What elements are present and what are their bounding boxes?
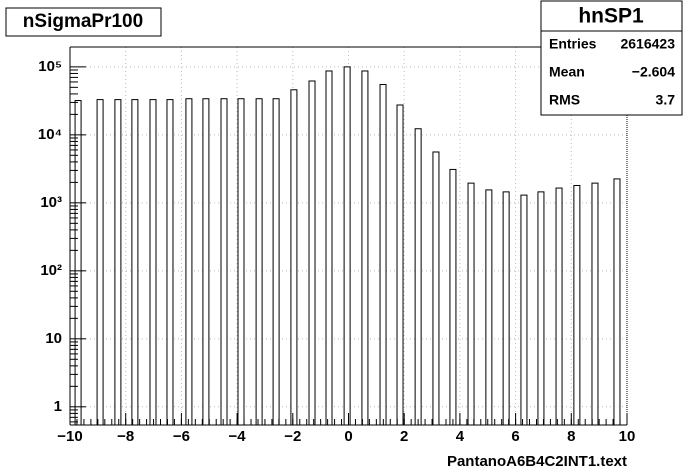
bar	[467, 182, 475, 426]
bar	[290, 89, 298, 426]
bar	[74, 100, 82, 426]
stats-value: −2.604	[632, 64, 675, 80]
stats-label: RMS	[549, 92, 580, 108]
stats-box: hnSP1 Entries 2616423 Mean −2.604 RMS 3.7	[540, 0, 683, 116]
stats-title: hnSP1	[578, 5, 644, 28]
stats-value: 2616423	[620, 36, 675, 52]
y-tick-label: 10²	[40, 262, 62, 279]
y-tick-label: 10³	[40, 194, 62, 211]
bar	[361, 70, 369, 426]
bar	[379, 84, 387, 426]
y-tick-label: 10	[45, 330, 62, 347]
bar	[114, 99, 122, 426]
bar	[573, 184, 581, 426]
bar	[520, 194, 528, 426]
x-tick-label: 6	[511, 428, 519, 445]
stats-frame	[540, 0, 683, 116]
bar	[185, 98, 193, 426]
bar	[255, 98, 263, 426]
bar	[343, 66, 351, 426]
bar	[131, 99, 139, 426]
bar	[591, 182, 599, 426]
bar	[502, 191, 510, 426]
stats-label: Mean	[549, 64, 585, 80]
y-tick-label: 1	[54, 398, 62, 415]
x-tick-label: 10	[619, 428, 636, 445]
bar	[149, 99, 157, 426]
bar	[432, 151, 440, 426]
bar	[308, 80, 316, 426]
x-tick-label: −8	[117, 428, 134, 445]
bar	[537, 191, 545, 426]
y-tick-label: 10⁴	[38, 126, 62, 143]
bar	[325, 70, 333, 426]
x-tick-label: −4	[229, 428, 247, 445]
bar	[449, 168, 457, 426]
bar	[237, 98, 245, 426]
bar	[555, 187, 563, 426]
bar	[396, 104, 404, 426]
plot-area: −10 −8 −6 −4 −2 0 2 4 6 8 10 1 10 10² 10³ 10⁴ 10⁵	[38, 46, 636, 445]
x-tick-label: −6	[173, 428, 190, 445]
y-tick-label: 10⁵	[38, 58, 62, 75]
x-tick-label: −2	[284, 428, 301, 445]
bar	[202, 98, 210, 426]
chart-title: nSigmaPr100	[23, 11, 143, 32]
title-box	[5, 7, 162, 37]
stats-value: 3.7	[656, 92, 676, 108]
x-tick-label: 0	[344, 428, 352, 445]
bar	[613, 178, 621, 426]
x-axis-label: PantanoA6B4C2INT1.text	[447, 453, 627, 470]
x-tick-label: −10	[57, 428, 82, 445]
bar	[166, 99, 174, 426]
stats-label: Entries	[549, 36, 597, 52]
bar	[220, 98, 228, 426]
x-tick-label: 4	[456, 428, 465, 445]
bar	[272, 98, 280, 426]
bar	[96, 99, 104, 426]
bar	[485, 189, 493, 426]
x-tick-label: 8	[567, 428, 575, 445]
x-tick-label: 2	[400, 428, 408, 445]
bar	[414, 128, 422, 426]
